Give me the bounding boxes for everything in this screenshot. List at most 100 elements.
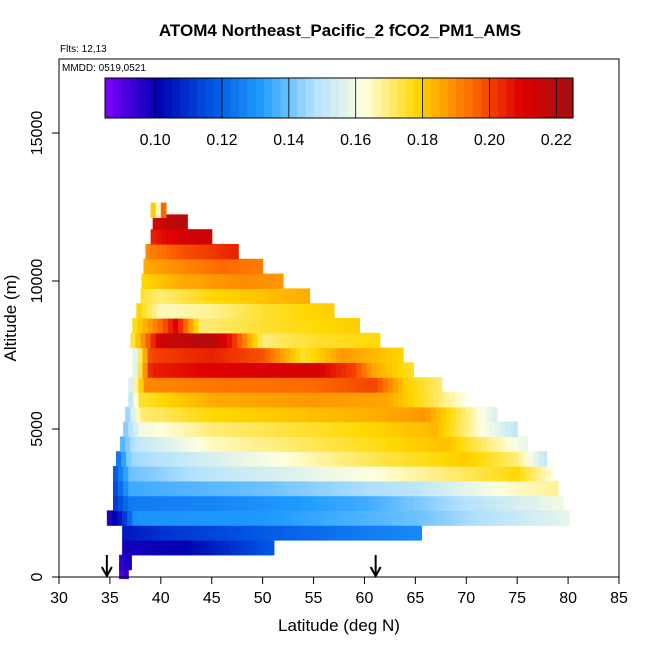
heatmap-cell [229,525,235,541]
heatmap-cell [491,436,498,452]
heatmap-cell [318,406,325,423]
heatmap-cell [291,480,297,497]
heatmap-cell [153,258,160,275]
heatmap-cell [123,495,129,511]
heatmap-cell [391,525,398,541]
heatmap-cell [540,480,547,497]
heatmap-cell [176,288,182,304]
heatmap-cell [354,332,360,349]
heatmap-cell [403,466,409,482]
colorbar-swatch [238,78,248,118]
heatmap-cell [219,495,226,511]
heatmap-cell [243,451,249,467]
heatmap-cell [172,273,178,289]
heatmap-cell [442,510,449,526]
heatmap-cell [291,421,297,437]
heatmap-cell [208,318,215,334]
heatmap-cell [157,362,164,378]
x-tick-label: 55 [305,590,323,607]
heatmap-cell [296,392,302,408]
heatmap-cell [308,406,315,423]
heatmap-cell [550,480,557,497]
x-tick-label: 35 [101,590,119,607]
heatmap-cell [341,525,347,541]
colorbar-swatch [171,78,181,118]
colorbar-swatch [506,78,516,118]
heatmap-cell [330,510,337,526]
colorbar-swatch [105,78,114,118]
heatmap-cell [142,540,149,556]
heatmap-cell [178,540,184,556]
heatmap-cell [162,214,169,230]
heatmap-cell [501,436,508,452]
heatmap-cell [454,480,460,497]
heatmap-cell [491,406,498,423]
heatmap-cell [153,377,160,393]
colorbar-swatch [130,78,140,118]
heatmap-cell [545,466,552,482]
heatmap-cell [208,510,215,526]
heatmap-cell [355,451,361,467]
heatmap-cell [277,406,284,423]
heatmap-cell [286,480,292,497]
profile-marker-arrowhead [369,566,382,579]
heatmap-cell [161,451,168,467]
heatmap-cell [137,362,144,378]
heatmap-cell [198,318,205,334]
heatmap-cell [540,495,547,511]
heatmap-cell [197,303,204,319]
colorbar-swatch [522,78,532,118]
heatmap-cell [283,332,289,349]
heatmap-cell [128,466,134,482]
heatmap-cell [398,377,404,393]
heatmap-cell [212,303,219,319]
heatmap-cell [298,436,304,452]
heatmap-cell [306,392,313,408]
heatmap-cell [234,347,240,363]
heatmap-cell [209,421,216,437]
heatmap-cell [321,480,328,497]
heatmap-cell [484,495,491,511]
heatmap-cell [405,436,411,452]
heatmap-cell [148,377,155,393]
heatmap-cell [196,436,203,452]
colorbar-swatch [364,78,374,118]
heatmap-cell [218,540,225,556]
heatmap-cell [132,318,138,334]
heatmap-cell [285,347,291,363]
heatmap-cell [272,406,279,423]
heatmap-cell [147,540,154,556]
heatmap-cell [286,466,292,482]
heatmap-cell [201,288,208,304]
heatmap-cell [239,347,245,363]
heatmap-cell [413,466,420,482]
heatmap-cell [314,303,321,319]
heatmap-cell [118,495,124,511]
heatmap-cell [462,451,468,467]
heatmap-cell [168,377,175,393]
heatmap-cell [389,436,396,452]
heatmap-cell [202,303,209,319]
heatmap-cell [150,229,157,245]
heatmap-cell [294,451,300,467]
heatmap-cell [274,318,281,334]
heatmap-cell [397,525,403,541]
heatmap-cell [244,510,250,526]
heatmap-cell [272,288,279,304]
heatmap-cell [510,466,516,482]
heatmap-cell [141,273,148,289]
heatmap-cell [356,510,362,526]
heatmap-cell [183,347,189,363]
heatmap-cell [253,303,260,319]
heatmap-cell [177,451,183,467]
heatmap-cell [440,406,447,423]
colorbar-swatch [288,78,298,118]
heatmap-cell [456,406,462,423]
heatmap-cell [376,362,383,378]
heatmap-cell [436,451,443,467]
heatmap-cell [331,495,338,511]
heatmap-cell [268,303,275,319]
heatmap-cell [539,510,546,526]
heatmap-cell [392,392,399,408]
heatmap-cell [472,451,479,467]
